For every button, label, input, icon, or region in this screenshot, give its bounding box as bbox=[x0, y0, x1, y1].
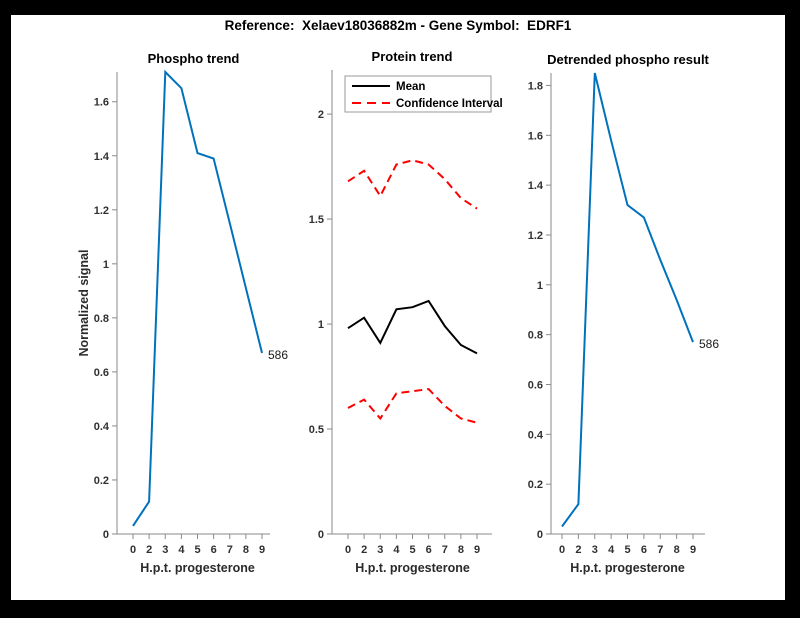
subplot-title: Detrended phospho result bbox=[547, 52, 709, 67]
y-tick-label: 1.6 bbox=[528, 130, 543, 142]
legend: Mean Confidence Interval bbox=[344, 75, 503, 113]
legend-label: Confidence Interval bbox=[396, 98, 503, 110]
y-tick-label: 0.4 bbox=[528, 429, 544, 441]
figure-title: Reference: Xelaev18036882m - Gene Symbol… bbox=[224, 18, 572, 33]
y-tick-label: 1 bbox=[103, 259, 109, 271]
x-tick-label: 2 bbox=[146, 544, 152, 556]
series-line-detrended-phospho-signal bbox=[561, 72, 694, 528]
y-tick-label: 0.8 bbox=[94, 313, 109, 325]
y-tick-label: 2 bbox=[318, 109, 324, 121]
x-tick-label: 4 bbox=[393, 544, 400, 556]
x-tick-label: 7 bbox=[442, 544, 448, 556]
y-tick-label: 1 bbox=[318, 319, 324, 331]
x-tick-label: 9 bbox=[474, 544, 480, 556]
x-tick-label: 2 bbox=[575, 544, 581, 556]
y-tick-label: 0.2 bbox=[528, 479, 543, 491]
y-tick-label: 1.5 bbox=[309, 214, 324, 226]
y-tick-label: 1 bbox=[537, 280, 543, 292]
y-tick-label: 0.4 bbox=[94, 421, 110, 433]
legend-box bbox=[344, 75, 492, 113]
y-tick-label: 0 bbox=[537, 529, 543, 541]
x-tick-label: 6 bbox=[641, 544, 647, 556]
x-tick-label: 7 bbox=[227, 544, 233, 556]
y-tick-label: 1.6 bbox=[94, 97, 109, 109]
x-axis-label: H.p.t. progesterone bbox=[355, 561, 470, 575]
y-tick-label: 1.2 bbox=[94, 205, 109, 217]
y-tick-label: 0.5 bbox=[309, 424, 324, 436]
y-tick-label: 1.4 bbox=[528, 180, 544, 192]
end-point-label: 586 bbox=[268, 348, 288, 362]
series-line-phospho-signal bbox=[132, 69, 263, 527]
subplot-title: Phospho trend bbox=[148, 51, 240, 66]
x-tick-label: 3 bbox=[162, 544, 168, 556]
y-tick-label: 0.6 bbox=[94, 367, 109, 379]
x-tick-label: 2 bbox=[361, 544, 367, 556]
x-tick-label: 3 bbox=[592, 544, 598, 556]
subplot-1-phospho-trend: 00.20.40.60.811.21.41.60 2 3 4 5 6 7 8 9Phospho … bbox=[77, 51, 288, 575]
x-tick-label: 9 bbox=[259, 544, 265, 556]
x-tick-label: 7 bbox=[657, 544, 663, 556]
x-tick-label: 5 bbox=[624, 544, 630, 556]
x-tick-label: 9 bbox=[690, 544, 696, 556]
series-line-mean bbox=[347, 299, 478, 355]
x-tick-label: 8 bbox=[674, 544, 680, 556]
x-tick-label: 4 bbox=[608, 544, 615, 556]
end-point-label: 586 bbox=[699, 337, 719, 351]
x-axis-label: H.p.t. progesterone bbox=[570, 561, 685, 575]
y-tick-label: 1.4 bbox=[94, 151, 110, 163]
subplot-3-detrended-phospho-result: 00.20.40.60.811.21.41.61.80 2 3 4 5 6 7 8 9Detre… bbox=[528, 52, 720, 575]
y-tick-label: 0 bbox=[318, 529, 324, 541]
x-tick-label: 8 bbox=[458, 544, 464, 556]
y-tick-label: 1.2 bbox=[528, 230, 543, 242]
x-tick-label: 8 bbox=[243, 544, 249, 556]
x-tick-label: 0 bbox=[559, 544, 565, 556]
y-axis-label: Normalized signal bbox=[77, 250, 91, 357]
x-tick-label: 0 bbox=[130, 544, 136, 556]
series-line-confidence-interval-lower bbox=[347, 388, 478, 424]
y-tick-label: 0.2 bbox=[94, 475, 109, 487]
x-tick-label: 5 bbox=[194, 544, 200, 556]
y-tick-label: 1.8 bbox=[528, 80, 543, 92]
legend-label: Mean bbox=[396, 81, 425, 93]
x-tick-label: 4 bbox=[178, 544, 185, 556]
x-tick-label: 6 bbox=[426, 544, 432, 556]
y-tick-label: 0.8 bbox=[528, 330, 543, 342]
y-tick-label: 0.6 bbox=[528, 379, 543, 391]
x-tick-label: 0 bbox=[345, 544, 351, 556]
x-tick-label: 3 bbox=[377, 544, 383, 556]
x-tick-label: 5 bbox=[409, 544, 415, 556]
x-axis-label: H.p.t. progesterone bbox=[140, 561, 255, 575]
subplot-title: Protein trend bbox=[372, 49, 453, 64]
y-tick-label: 0 bbox=[103, 529, 109, 541]
series-line-confidence-interval-upper bbox=[347, 159, 478, 210]
x-tick-label: 6 bbox=[211, 544, 217, 556]
